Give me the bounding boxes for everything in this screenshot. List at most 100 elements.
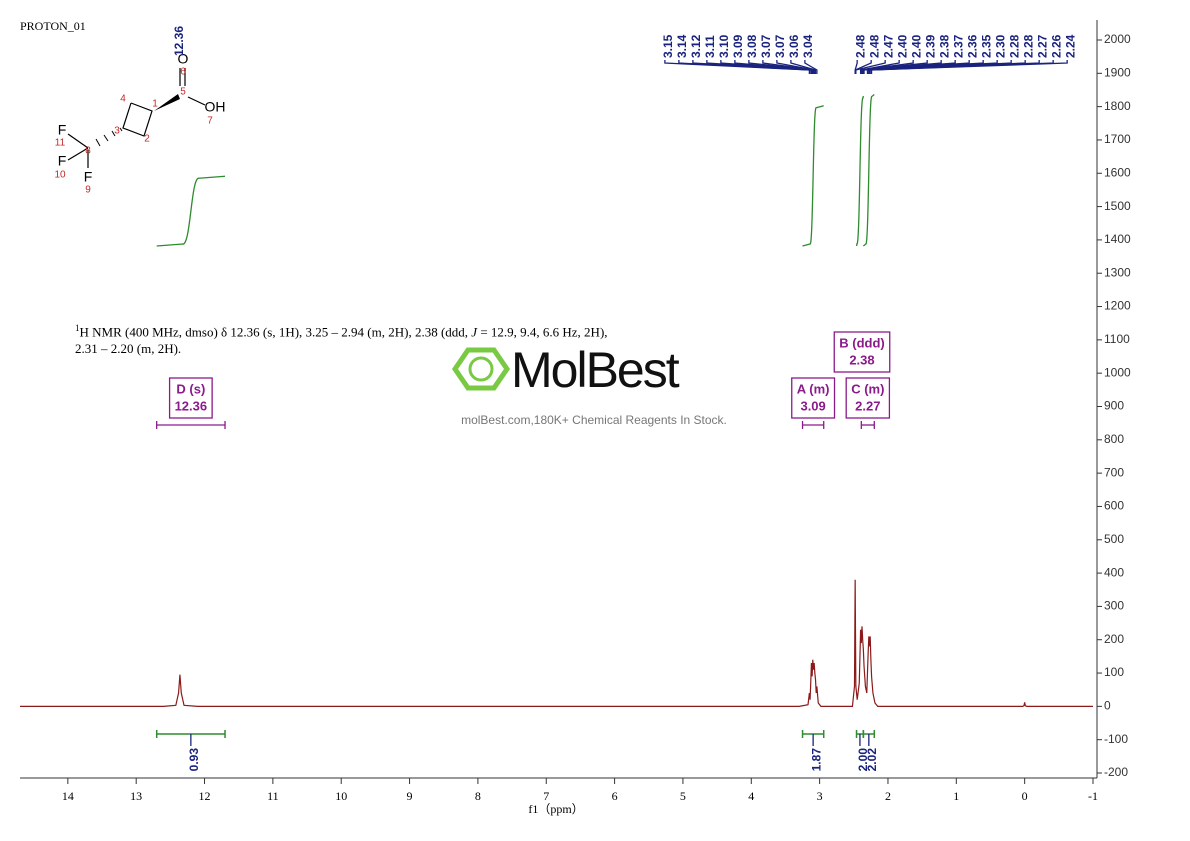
x-tick-label: 13 (130, 789, 142, 803)
x-tick-label: -1 (1088, 789, 1098, 803)
y-tick-label: 0 (1104, 699, 1111, 713)
peak-connector (720, 60, 814, 74)
atom-label: 1 (152, 99, 158, 110)
peak-label: 2.48 (867, 34, 881, 58)
integral-curve (862, 93, 875, 247)
multiplet-box: A (m) 3.09 (791, 377, 836, 419)
integral-label: 2.00 (856, 748, 870, 772)
integral-curve (855, 95, 865, 247)
x-tick-label: 9 (407, 789, 413, 803)
multiplet-frame (833, 331, 891, 373)
peak-label: 2.38 (937, 34, 951, 58)
multiplet-frame (168, 377, 213, 419)
y-tick-label: 300 (1104, 599, 1124, 613)
y-tick-label: 400 (1104, 565, 1124, 579)
atom-label: F (58, 122, 67, 138)
multiplet-frame (845, 377, 891, 419)
peak-label: 3.12 (689, 34, 703, 58)
multiplet-name: D (s) (176, 381, 205, 396)
y-tick-label: -200 (1104, 765, 1128, 779)
y-tick-label: -100 (1104, 732, 1128, 746)
wedge-bond (154, 94, 180, 111)
atom-label: 3 (114, 126, 120, 137)
peak-connector (748, 60, 815, 74)
atom-label: O (178, 51, 189, 67)
y-tick-label: 1900 (1104, 65, 1131, 79)
multiplet-shift: 3.09 (800, 398, 825, 413)
peak-label: 3.09 (731, 34, 745, 58)
superscript: 1 (75, 323, 80, 333)
peak-label: 3.14 (675, 34, 689, 58)
y-tick-label: 1200 (1104, 299, 1131, 313)
y-tick-label: 1400 (1104, 232, 1131, 246)
peak-connector (776, 60, 816, 74)
structure-shift: 12.36 (172, 26, 186, 56)
x-tick-label: 12 (199, 789, 211, 803)
atom-label: 9 (85, 185, 91, 196)
nmr-description: 1H NMR (400 MHz, dmso) δ 12.36 (s, 1H), … (75, 320, 608, 357)
y-tick-label: 1600 (1104, 165, 1131, 179)
atom-label: 10 (54, 170, 66, 181)
y-tick-label: 900 (1104, 399, 1124, 413)
peak-connector (870, 60, 1068, 74)
y-tick-label: 200 (1104, 632, 1124, 646)
multiplet-shift: 2.27 (855, 398, 880, 413)
atom-label: 8 (85, 146, 91, 157)
y-tick-label: 1000 (1104, 365, 1131, 379)
x-tick-label: 2 (885, 789, 891, 803)
peak-label: 2.39 (923, 34, 937, 58)
atom-label: 7 (207, 116, 213, 127)
x-tick-label: 5 (680, 789, 686, 803)
y-tick-label: 1700 (1104, 132, 1131, 146)
multiplet-name: A (m) (797, 381, 830, 396)
peak-label: 2.28 (1007, 34, 1021, 58)
peak-label: 2.27 (1035, 34, 1049, 58)
watermark-brand: MolBest (511, 342, 680, 398)
watermark-logo (451, 347, 511, 391)
multiplet-shift: 2.38 (849, 352, 874, 367)
multiplet-box: D (s) 12.36 (168, 377, 213, 419)
x-tick-label: 10 (335, 789, 347, 803)
integral-label: 1.87 (809, 748, 823, 772)
x-tick-label: 6 (612, 789, 618, 803)
peak-connector (859, 60, 914, 74)
multiplet-shift: 12.36 (175, 398, 208, 413)
y-tick-label: 1500 (1104, 199, 1131, 213)
peak-label: 3.06 (787, 34, 801, 58)
peak-connector (734, 60, 815, 74)
peak-label: 2.26 (1049, 34, 1063, 58)
text: J (471, 324, 478, 340)
integral-curve (802, 105, 824, 247)
peak-label: 2.40 (895, 34, 909, 58)
peak-label: 2.35 (979, 34, 993, 58)
peak-label: 2.36 (965, 34, 979, 58)
peak-label: 3.07 (759, 34, 773, 58)
peak-label: 2.47 (881, 34, 895, 58)
peak-label: 2.48 (853, 34, 867, 58)
x-tick-label: 3 (817, 789, 823, 803)
watermark-tagline: molBest.com,180K+ Chemical Reagents In S… (461, 413, 727, 427)
y-tick-label: 1100 (1104, 332, 1130, 346)
peak-label: 3.07 (773, 34, 787, 58)
text: = 12.9, 9.4, 6.6 Hz, 2H), (477, 324, 608, 340)
peak-label: 3.08 (745, 34, 759, 58)
x-tick-label: 4 (748, 789, 754, 803)
atom-label: F (58, 153, 67, 169)
atom-label: 6 (180, 67, 186, 78)
atom-label: F (84, 169, 93, 185)
peak-label: 3.10 (717, 34, 731, 58)
x-tick-label: 0 (1022, 789, 1028, 803)
x-tick-label: 7 (543, 789, 549, 803)
structure-bonds (67, 68, 206, 168)
hashed-bond (95, 127, 123, 147)
atom-label: 11 (55, 138, 66, 149)
peak-label: 2.24 (1063, 34, 1077, 58)
peak-label: 3.15 (661, 34, 675, 58)
peak-connector (855, 60, 886, 74)
spectrum-line (20, 579, 1093, 707)
atom-label: OH (205, 99, 226, 115)
x-tick-label: 11 (267, 789, 279, 803)
integral-label: 0.93 (187, 748, 201, 772)
